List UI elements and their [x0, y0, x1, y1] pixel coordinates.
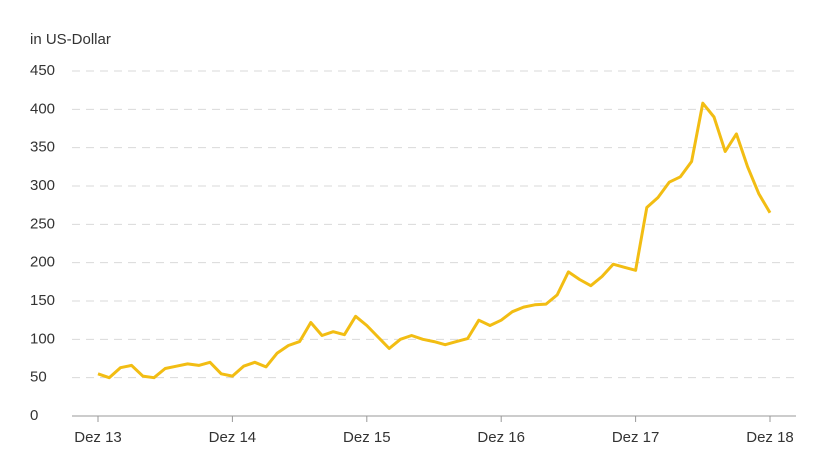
y-tick-label: 0 — [30, 407, 38, 424]
x-tick-label: Dez 13 — [74, 429, 122, 446]
y-axis-label: in US-Dollar — [30, 31, 111, 48]
y-tick-label: 350 — [30, 139, 55, 156]
y-tick-label: 50 — [30, 369, 47, 386]
y-tick-label: 450 — [30, 62, 55, 79]
x-tick-label: Dez 14 — [209, 429, 257, 446]
y-tick-label: 150 — [30, 292, 55, 309]
price-line — [97, 101, 772, 380]
y-tick-label: 400 — [30, 100, 55, 117]
x-tick-label: Dez 17 — [612, 429, 660, 446]
y-tick-label: 200 — [30, 254, 55, 271]
x-tick-label: Dez 16 — [477, 429, 525, 446]
y-tick-label: 250 — [30, 215, 55, 232]
x-tick-label: Dez 15 — [343, 429, 391, 446]
x-tick-label: Dez 18 — [746, 429, 794, 446]
y-tick-label: 100 — [30, 330, 55, 347]
y-tick-label: 300 — [30, 177, 55, 194]
